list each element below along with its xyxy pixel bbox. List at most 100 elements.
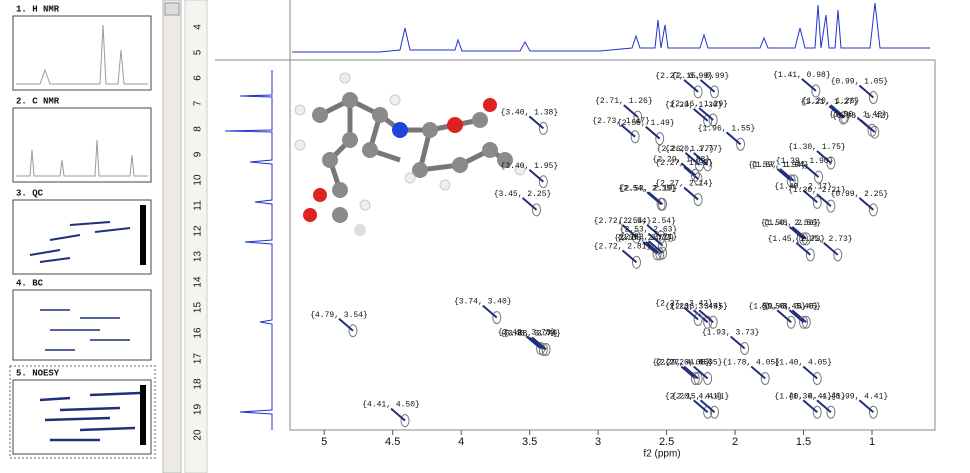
peak-label: {3.74, 3.40} xyxy=(454,298,512,307)
leader xyxy=(699,79,716,93)
cross-peak xyxy=(811,84,821,98)
peak-label: {1.30, 4.41} xyxy=(788,392,846,401)
peak-label: {2.72, 2.81} xyxy=(594,242,652,251)
cross-peak xyxy=(812,405,822,419)
cross-peak xyxy=(710,85,720,99)
cross-peak xyxy=(801,232,811,246)
leader xyxy=(823,242,839,256)
peak-label: {2.15, 0.99} xyxy=(672,72,730,81)
thumbnail[interactable] xyxy=(12,107,152,183)
x-tick-label: 4 xyxy=(458,436,464,448)
cross-peak xyxy=(657,238,667,252)
peak-label: {2.29, 4.05} xyxy=(653,359,711,368)
thumbnail-title: 3. QC xyxy=(16,188,44,198)
cross-peak xyxy=(867,123,877,137)
leader xyxy=(788,226,805,240)
ruler-label: 19 xyxy=(193,404,204,416)
leader xyxy=(683,365,699,380)
leader xyxy=(776,168,792,182)
leader xyxy=(645,125,661,140)
leader xyxy=(698,107,714,121)
leader xyxy=(683,166,699,180)
cross-peak xyxy=(655,132,665,146)
x-tick-label: 2.5 xyxy=(659,436,674,448)
thumb-spectrum xyxy=(16,139,148,177)
ruler-label: 9 xyxy=(193,151,204,157)
projection-f2 xyxy=(292,2,930,53)
leader xyxy=(680,162,697,176)
peak-label: {0.98, 1.42} xyxy=(832,112,890,121)
peak-label: {2.27, 3.42} xyxy=(655,300,713,309)
leader xyxy=(693,399,709,413)
leader xyxy=(725,131,742,146)
peak-label: {3.40, 1.95} xyxy=(501,162,559,171)
cross-peak xyxy=(826,199,836,213)
peak-label: {2.27, 1.92} xyxy=(655,159,713,168)
thumbnail[interactable] xyxy=(12,379,152,455)
cross-peak xyxy=(812,195,822,209)
leader xyxy=(858,197,875,211)
peak-label: {1.78, 4.05} xyxy=(722,359,780,368)
cross-peak xyxy=(789,174,799,188)
leader xyxy=(683,306,699,321)
leader xyxy=(647,240,664,254)
peak-label: {2.54, 2.54} xyxy=(618,217,676,226)
peak-label: {2.73, 1.47} xyxy=(592,117,650,126)
peak-label: {0.99, 2.25} xyxy=(831,190,889,199)
peak-label: {1.25, 2.73} xyxy=(795,235,853,244)
peak-label: {1.30, 2.21} xyxy=(788,186,846,195)
leader xyxy=(390,407,406,422)
thumb-peaks xyxy=(29,221,131,263)
leader xyxy=(621,249,638,264)
x-tick-label: 1 xyxy=(869,436,875,448)
cross-peak xyxy=(693,312,703,326)
peak-label: {1.45, 2.73} xyxy=(768,235,826,244)
cross-peak xyxy=(736,137,746,151)
peak-label: {1.59, 1.94} xyxy=(748,161,806,170)
leader xyxy=(858,399,875,413)
leader xyxy=(623,104,639,118)
leader xyxy=(816,193,832,207)
thumbnail[interactable] xyxy=(12,15,152,91)
peak-label: {1.57, 1.94} xyxy=(751,161,809,170)
thumb-scale xyxy=(140,205,146,265)
ruler-label: 4 xyxy=(193,24,204,30)
cross-peak xyxy=(840,110,850,124)
cross-peak xyxy=(630,130,640,144)
peak-label: {1.50, 2.56} xyxy=(761,219,819,228)
thumbnail[interactable] xyxy=(12,289,152,361)
peak-label: {2.16, 1.29} xyxy=(670,100,728,109)
scroll-button[interactable] xyxy=(164,2,180,16)
leader xyxy=(698,309,714,324)
leader xyxy=(645,241,661,255)
cross-peak xyxy=(492,311,502,325)
cross-peak xyxy=(868,90,878,104)
ruler-label: 5 xyxy=(193,49,204,55)
cross-peak xyxy=(703,158,713,172)
thumb-peaks xyxy=(39,391,141,442)
leader xyxy=(528,336,544,351)
peak-label: {2.55, 1.49} xyxy=(617,119,675,128)
leader xyxy=(802,399,818,413)
cross-peak xyxy=(740,342,750,356)
leader xyxy=(693,152,709,166)
peak-label: {2.20, 4.41} xyxy=(665,392,723,401)
leader xyxy=(684,152,701,166)
x-tick-label: 5 xyxy=(321,436,327,448)
cross-peak xyxy=(693,371,703,385)
leader xyxy=(816,399,832,413)
leader xyxy=(646,224,662,238)
peak-label: {2.27, 4.05} xyxy=(655,359,713,368)
leader xyxy=(528,169,544,183)
thumbnail[interactable] xyxy=(12,199,152,275)
peak-label: {1.96, 1.55} xyxy=(698,124,756,133)
cross-peak xyxy=(631,230,641,244)
peak-label: {2.57, 2.72} xyxy=(614,234,672,243)
leader xyxy=(829,104,846,118)
peak-label: {2.71, 1.26} xyxy=(595,97,653,106)
cross-peak xyxy=(826,405,836,419)
leader xyxy=(647,232,664,247)
cross-peak xyxy=(710,405,720,419)
peak-label: {1.93, 3.73} xyxy=(702,329,760,338)
